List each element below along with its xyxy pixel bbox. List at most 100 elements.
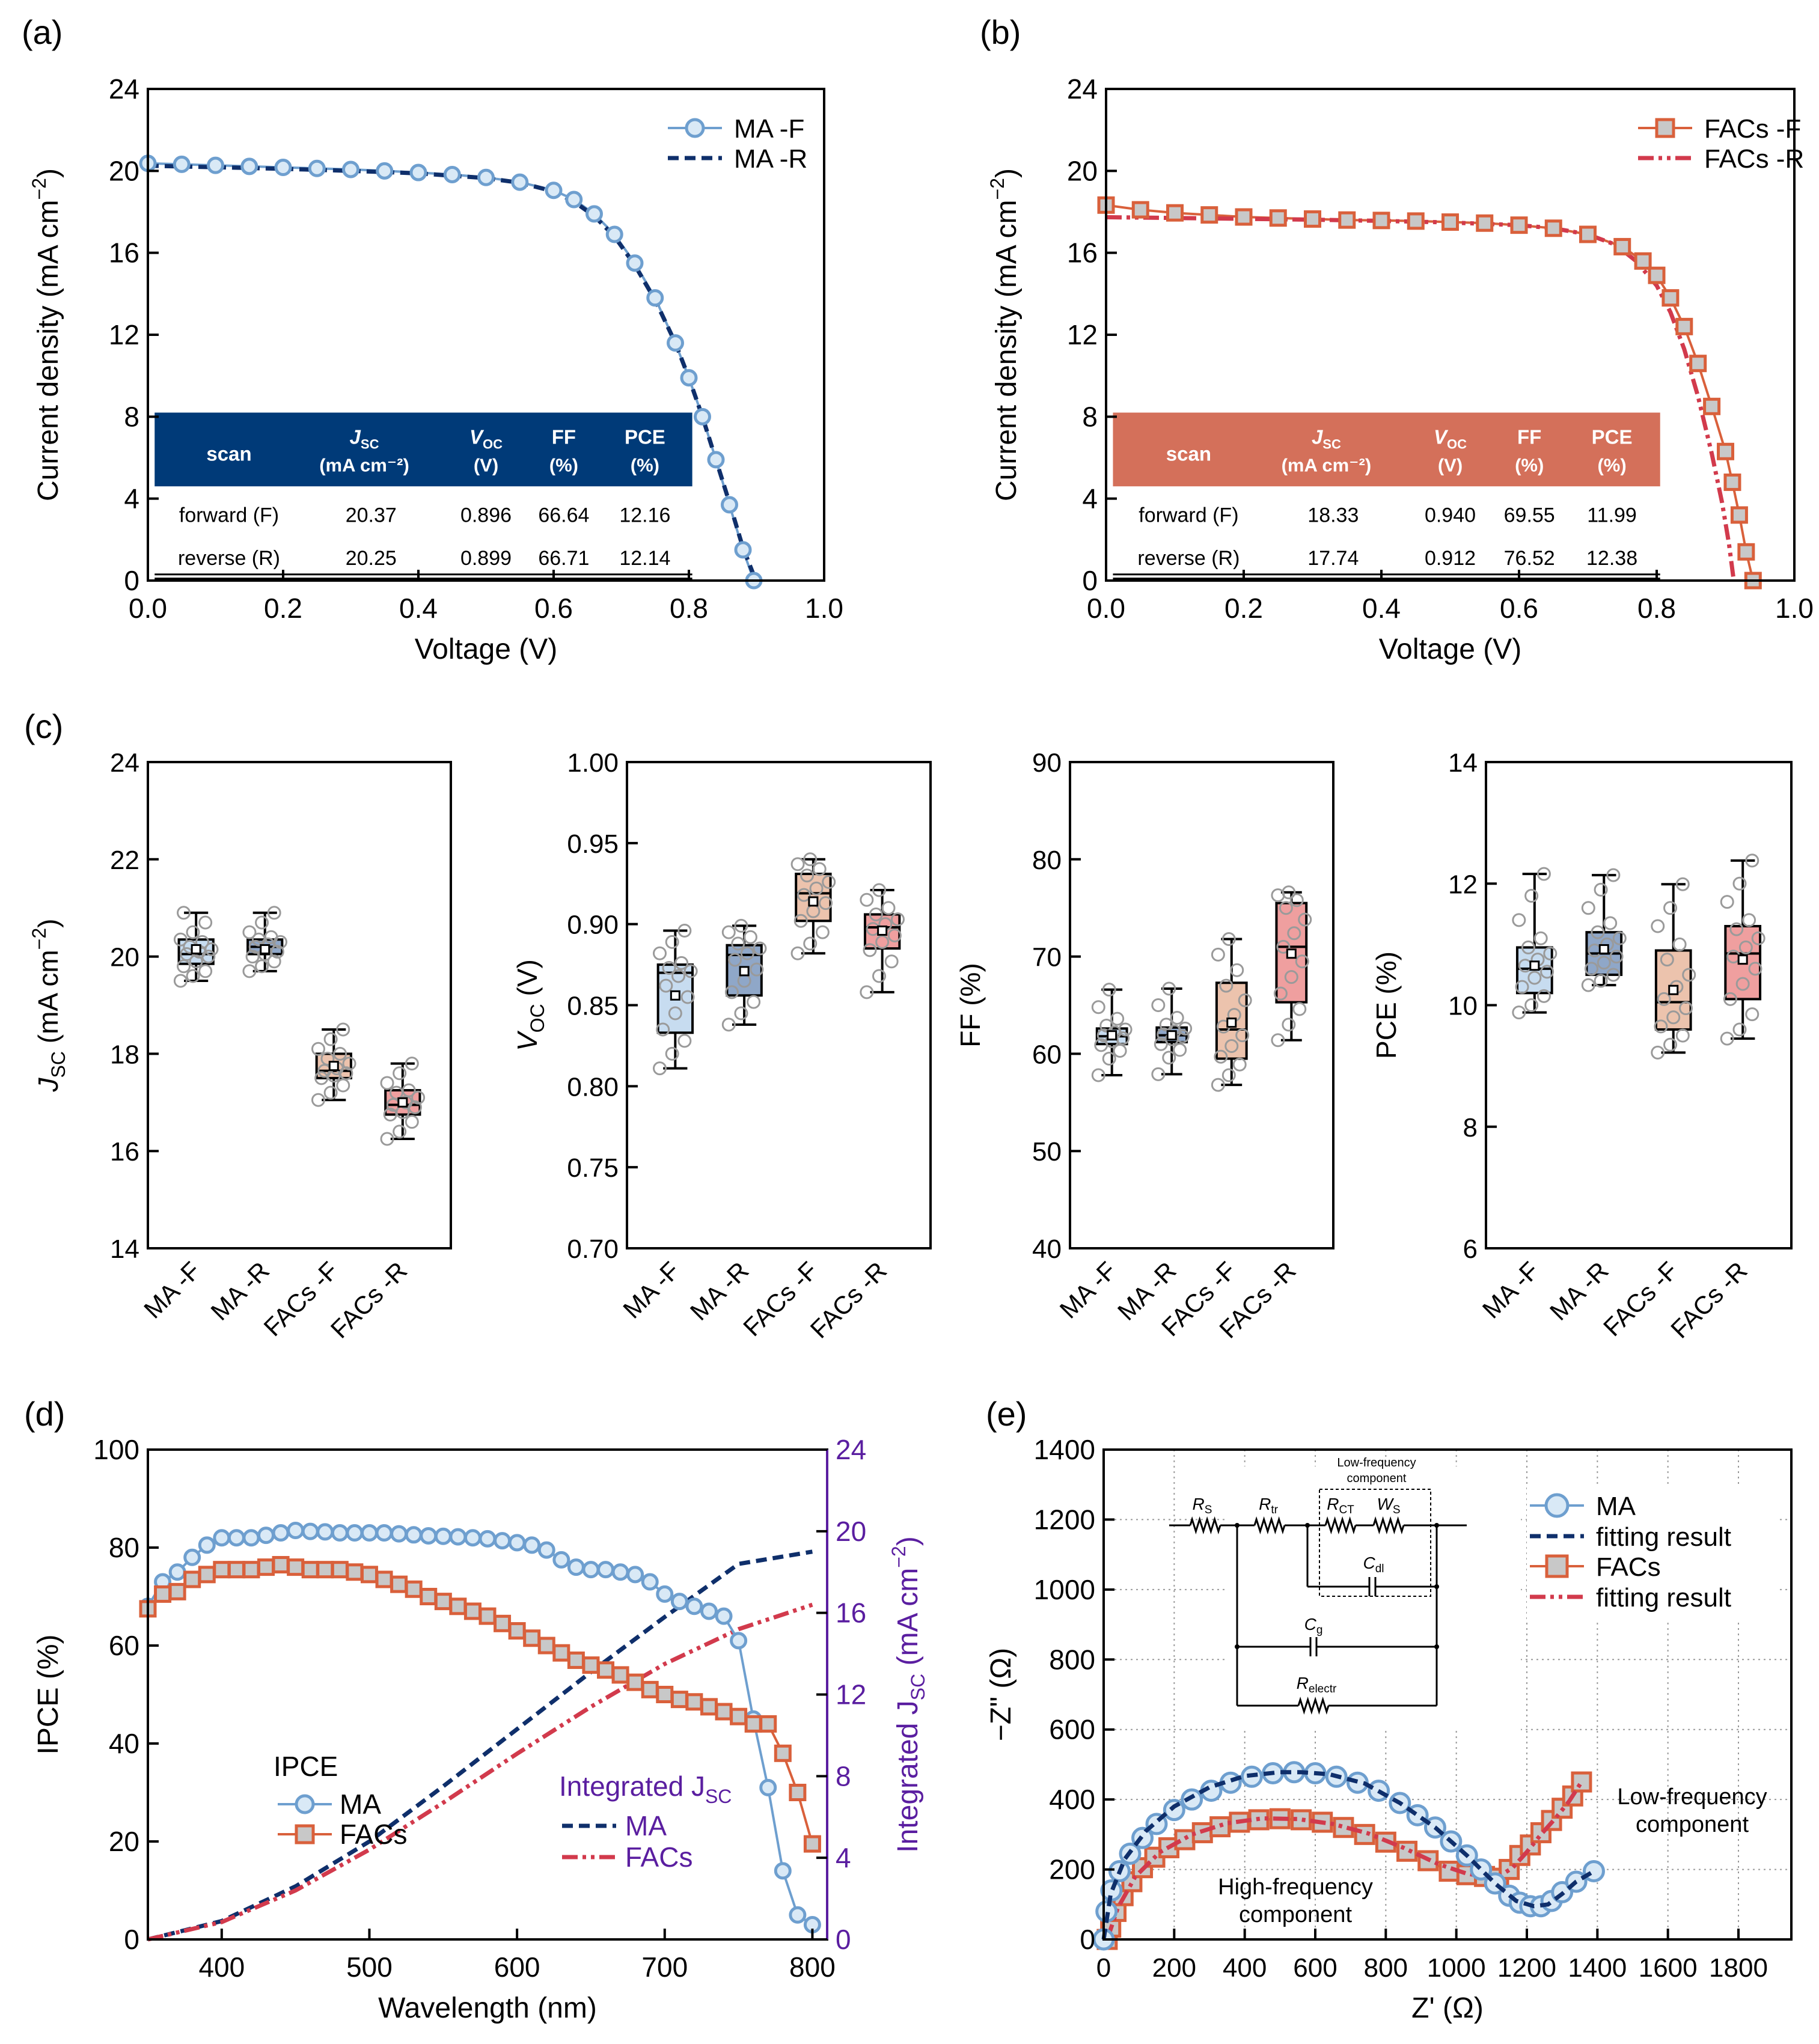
y-tick-label: 800 [1049,1644,1095,1675]
panel-e: (e) 0 200 400 600 800 1000 1200 1400 1600 1800 0 200… [985,1395,1793,2024]
series-facs-fit [1105,1781,1583,1941]
box-point [198,915,213,930]
box-point [1273,986,1288,1001]
data-point [316,1523,334,1541]
y-tick-label: 24 [1067,73,1098,105]
y-tick-label: 80 [1032,846,1062,875]
x-tick-label: 0.0 [1087,593,1125,624]
table-header-text: scan [206,443,251,465]
box-point [1221,932,1236,946]
box-point [1214,1049,1228,1064]
legend-marker [1545,1554,1569,1578]
table-header-text: scan [1166,443,1211,465]
y-axis-label: Current density (mA cm−2) [28,168,64,501]
y-tick-label: 12 [1067,319,1098,350]
y-label-main: FF (%) [955,963,986,1048]
box-point [881,901,896,915]
data-point [1396,1840,1418,1862]
table-cell: 66.71 [538,547,589,570]
y-tick-label: 0.85 [567,992,619,1021]
data-point [680,369,698,387]
resistor-rs [1189,1516,1221,1535]
table-cell: forward (F) [1139,504,1238,527]
data-point [715,1703,733,1721]
legend-label: MA -R [734,144,807,174]
box-point [402,1083,416,1097]
data-point [1200,206,1218,224]
y-label-sub: OC [527,1004,548,1033]
box-point [1173,1043,1187,1057]
data-point [1579,225,1597,243]
legend-label: fitting result [1596,1522,1731,1552]
circuit-label-main: W [1377,1495,1394,1513]
x-tick-label: 0.2 [264,593,302,624]
box-point [393,1124,407,1139]
legend-label: MA -F [734,114,804,144]
x-tick-label: 1800 [1709,1953,1768,1983]
box-point [728,953,742,967]
box-point [1159,1017,1173,1032]
resistor-rct [1324,1516,1357,1535]
y-tick-label: 0 [124,565,139,596]
data-point [670,1593,688,1611]
y-tick-label: 20 [109,155,139,186]
box-point [1102,1051,1116,1066]
data-point [301,1522,319,1540]
data-point [198,1566,216,1584]
y-label-sup: −2 [28,178,50,200]
box-point [1603,916,1618,930]
x-category-label: FACs -R [805,1256,892,1343]
data-point [656,1686,674,1703]
data-point [565,191,583,209]
data-point [168,1563,186,1581]
series-integrated-facs [147,1602,813,1942]
data-point [287,1558,305,1576]
table-header-unit: (V) [474,455,498,476]
box-point [1232,1057,1247,1072]
data-point [227,1529,245,1547]
data-point [434,1527,452,1545]
circuit-label-rs: RS [1193,1495,1212,1516]
circuit-label-sub: dl [1375,1563,1384,1575]
data-point [685,1597,703,1615]
box-point [721,925,736,939]
y-tick-label: 14 [1448,748,1478,778]
y-axis-label: Current density (mA cm−2) [986,168,1023,501]
box-mean [739,966,750,977]
table-cell: 76.52 [1504,547,1555,570]
y-tick-label: 60 [1032,1040,1062,1069]
y-tick-label: 24 [110,748,139,778]
y-label-main: Current density (mA cm [32,200,64,501]
data-point [523,1629,541,1647]
data-point [375,1570,393,1588]
box-point [1151,1067,1166,1081]
box-point [747,995,761,1009]
box-point [311,1093,325,1107]
y-tick-label: 0 [124,1924,139,1955]
table-header-cell: FF [1517,426,1541,448]
y-label-main: PCE (%) [1371,951,1402,1059]
box-mean [191,944,201,954]
box-point [1287,926,1301,941]
box-point [1091,1000,1105,1014]
box-point [1584,962,1598,976]
y2-tick-label: 24 [836,1434,866,1465]
legend-label: fitting result [1596,1583,1731,1612]
circuit-label-ws: WS [1377,1495,1400,1516]
y-axis-label: JSC (mA cm−2) [28,919,69,1093]
data-point [552,1644,570,1662]
y2-label-sub: SC [907,1674,929,1700]
box-point [1091,1068,1105,1082]
box-mean [1286,948,1297,959]
legend-marker [295,1794,315,1814]
box-point [270,945,284,959]
data-point [715,1607,733,1625]
box-point [1211,1078,1225,1092]
box-point [242,964,257,978]
data-point [1166,204,1184,222]
y2-label-sup: −2 [888,1546,910,1567]
data-point [744,1715,762,1733]
y-tick-label: 4 [1082,483,1098,514]
table-header [1113,412,1660,487]
data-point [730,1632,748,1650]
